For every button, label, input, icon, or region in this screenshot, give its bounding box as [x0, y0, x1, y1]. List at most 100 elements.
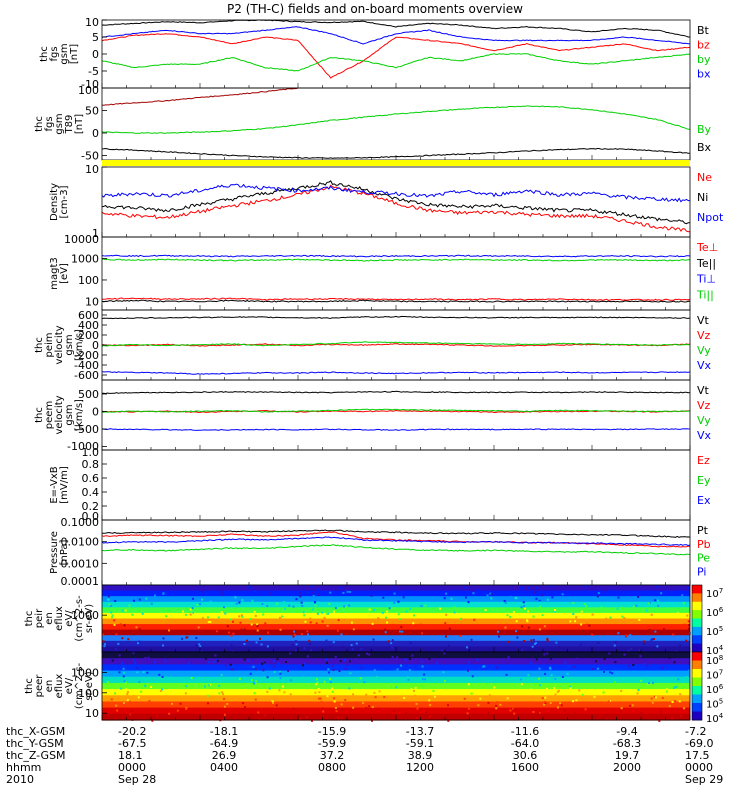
spectrogram-speckle [167, 629, 170, 632]
spectrogram-speckle [147, 656, 150, 659]
spectrogram-speckle [116, 709, 119, 712]
spectrogram-speckle [479, 697, 482, 700]
spectrogram-speckle [668, 656, 671, 659]
spectrogram-speckle [304, 620, 307, 623]
legend-Pe: Pe [697, 552, 710, 565]
spectrogram-speckle [631, 704, 634, 707]
spectrogram-speckle [230, 644, 233, 647]
legend-Te||: Te|| [696, 257, 716, 270]
spectrogram-speckle [656, 645, 659, 648]
spectrogram-speckle [444, 635, 447, 638]
y-axis-label-line: [nT] [69, 44, 80, 64]
y-axis-label-line: velocity [54, 395, 65, 434]
spectrogram-speckle [217, 616, 220, 619]
spectrogram-speckle [158, 673, 161, 676]
spectrogram-speckle [355, 658, 358, 661]
spectrogram-speckle [652, 638, 655, 641]
spectrogram-speckle [314, 691, 317, 694]
spectrogram-speckle [575, 699, 578, 702]
spectrogram-speckle [184, 587, 187, 590]
spectrogram-speckle [640, 679, 643, 682]
spectrogram-speckle [111, 616, 114, 619]
y-axis-label: thc peir en eflux eV/(cm^2-s-sr-eV) [24, 595, 95, 642]
spectrogram-speckle [329, 645, 332, 648]
spectrogram-speckle [115, 704, 118, 707]
spectrogram-speckle [348, 590, 351, 593]
spectrogram-speckle [342, 645, 345, 648]
spectrogram-speckle [264, 663, 267, 666]
footer-row-value: -68.3 [613, 737, 641, 750]
spectrogram-speckle [584, 585, 587, 588]
spectrogram-speckle [336, 629, 339, 632]
spectrogram-speckle [110, 611, 113, 614]
panel-frame [101, 449, 691, 521]
spectrogram-speckle [262, 669, 265, 672]
spectrogram-speckle [137, 696, 140, 699]
spectrogram-speckle [416, 707, 419, 710]
y-axis-label: magt3 [eV] [49, 257, 70, 290]
spectrogram-speckle [131, 613, 134, 616]
spectrogram-speckle [203, 587, 206, 590]
spectrogram-speckle [546, 687, 549, 690]
y-axis-label-line: thc [34, 337, 45, 353]
y-axis-label-line: gsm [64, 404, 75, 425]
spectrogram-speckle [278, 689, 281, 692]
spectrogram-speckle [228, 631, 231, 634]
spectrogram-band [102, 607, 690, 614]
spectrogram-speckle [148, 587, 151, 590]
spectrogram-band [102, 635, 690, 642]
spectrogram-speckle [620, 707, 623, 710]
spectrogram-speckle [325, 639, 328, 642]
spectrogram-speckle [262, 613, 265, 616]
spectrogram-speckle [600, 606, 603, 609]
spectrogram-speckle [608, 652, 611, 655]
spectrogram-speckle [518, 649, 521, 652]
series-line-Vt [101, 315, 691, 320]
y-axis-label-line: Density [49, 183, 60, 221]
spectrogram-speckle [315, 678, 318, 681]
spectrogram-speckle [231, 620, 234, 623]
spectrogram-speckle [391, 646, 394, 649]
y-tick-label: 10000 [64, 233, 99, 246]
spectrogram-speckle [393, 607, 396, 610]
spectrogram-speckle [114, 692, 117, 695]
spectrogram-speckle [603, 670, 606, 673]
spectrogram-speckle [245, 639, 248, 642]
footer-row-value: 17.5 [685, 749, 710, 762]
spectrogram-speckle [132, 694, 135, 697]
spectrogram-speckle [117, 717, 120, 720]
spectrogram-speckle [238, 601, 241, 604]
spectrogram-speckle [557, 689, 560, 692]
spectrogram-speckle [346, 664, 349, 667]
spectrogram-speckle [162, 592, 165, 595]
y-tick-label: 5 [92, 31, 99, 44]
spectrogram-speckle [402, 596, 405, 599]
spectrogram-speckle [433, 695, 436, 698]
spectrogram-speckle [359, 677, 362, 680]
spectrogram-speckle [184, 692, 187, 695]
series-line-By [101, 105, 691, 134]
series-line-bz [101, 33, 691, 79]
spectrogram-speckle [420, 605, 423, 608]
spectrogram-speckle [248, 586, 251, 589]
spectrogram-speckle [473, 586, 476, 589]
spectrogram-speckle [435, 661, 438, 664]
spectrogram-speckle [363, 681, 366, 684]
spectrogram-speckle [414, 686, 417, 689]
spectrogram-speckle [520, 606, 523, 609]
spectrogram-speckle [647, 602, 650, 605]
spectrogram-speckle [638, 649, 641, 652]
y-tick-label: 1.0 [82, 446, 100, 459]
y-axis-label-line: thc [34, 116, 45, 132]
spectrogram-speckle [137, 715, 140, 718]
footer-row-value: 19.7 [615, 749, 640, 762]
spectrogram-speckle [526, 620, 529, 623]
y-axis-label-line: [mV/m] [59, 466, 70, 504]
spectrogram-speckle [189, 608, 192, 611]
spectrogram-speckle [421, 632, 424, 635]
spectrogram-speckle [132, 658, 135, 661]
spectrogram-speckle [125, 585, 128, 588]
series-line-by [101, 53, 691, 72]
